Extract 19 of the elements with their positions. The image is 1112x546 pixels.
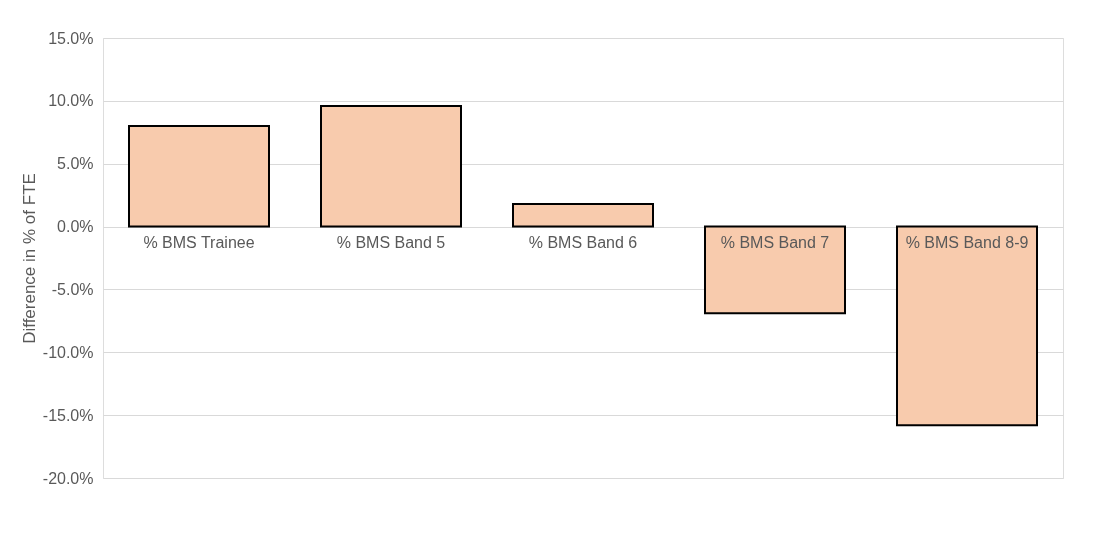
y-tick-label: 15.0% <box>48 29 94 47</box>
x-tick-label: % BMS Band 5 <box>336 234 446 252</box>
x-tick-label: % BMS Band 6 <box>528 234 638 252</box>
x-tick-label: % BMS Band 8-9 <box>905 234 1029 252</box>
y-tick-label: 10.0% <box>48 92 94 110</box>
bar <box>128 125 270 228</box>
x-tick-label: % BMS Band 7 <box>720 234 830 252</box>
y-tick-label: 0.0% <box>57 218 94 236</box>
y-tick-label: -10.0% <box>42 343 94 361</box>
bar <box>320 104 462 228</box>
y-axis-title: Difference in % of FTE <box>19 173 39 344</box>
y-tick-label: 5.0% <box>57 155 94 173</box>
bar <box>704 225 846 315</box>
y-tick-label: -5.0% <box>51 280 94 298</box>
y-tick-label: -20.0% <box>42 469 94 487</box>
x-tick-label: % BMS Trainee <box>143 234 255 252</box>
bar <box>896 225 1038 427</box>
y-tick-label: -15.0% <box>42 406 94 424</box>
bar <box>512 202 654 228</box>
